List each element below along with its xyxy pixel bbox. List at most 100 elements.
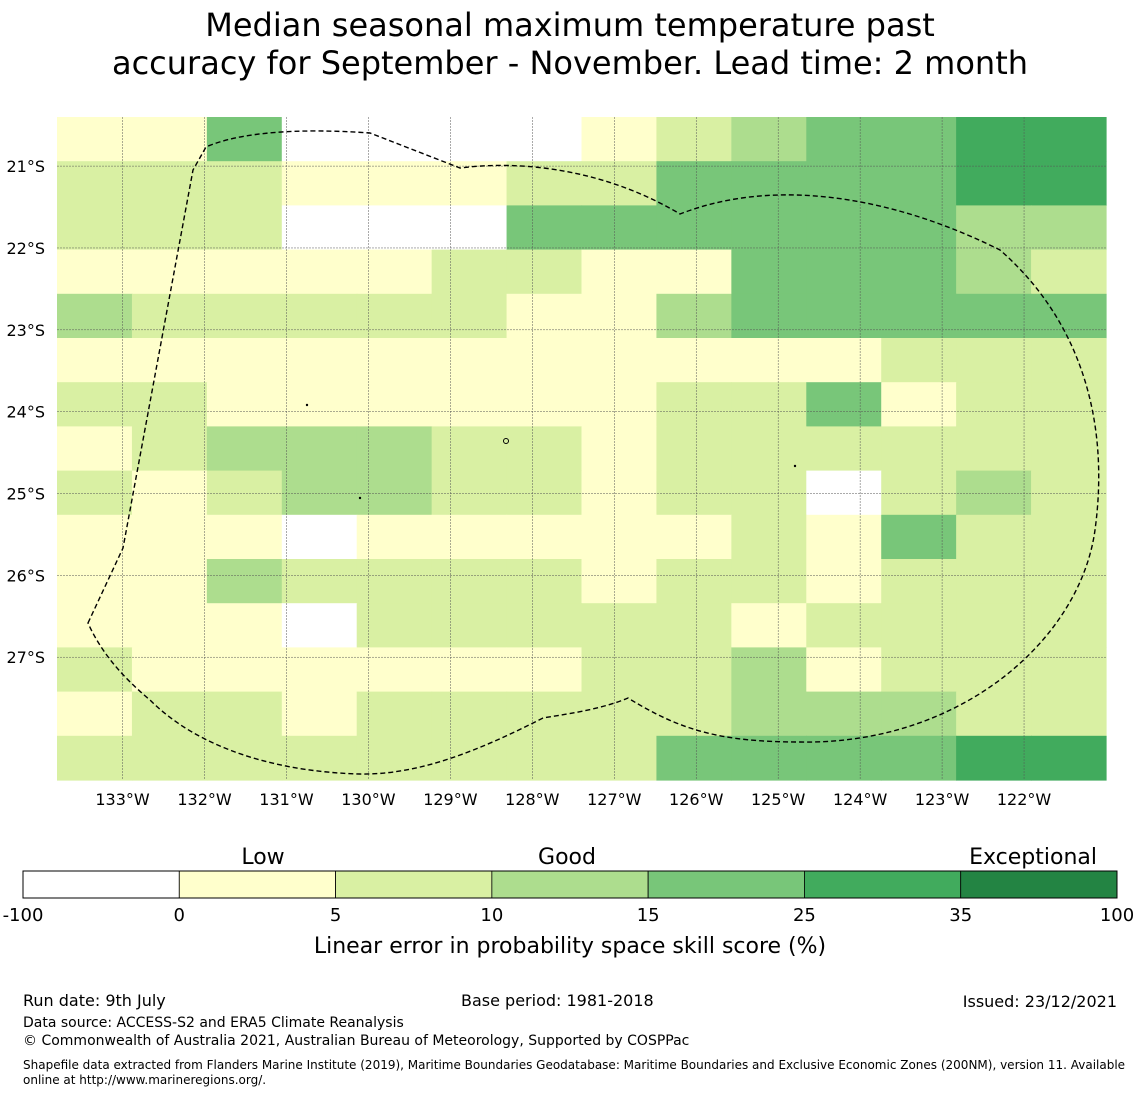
chart-title: Median seasonal maximum temperature past… [0,6,1140,82]
grid-cell [731,470,807,516]
grid-cell [281,647,358,693]
grid-cell [656,735,732,781]
grid-cell [131,691,208,737]
grid-cell [956,382,1032,427]
grid-cell [131,514,208,560]
colorbar-segment [804,870,962,899]
colorbar-category-labels: Low Good Exceptional [241,845,1097,870]
lon-label: 127°W [587,790,642,809]
islands [305,403,797,500]
grid-cell [956,426,1032,472]
grid-cell [431,249,508,295]
lon-label: 129°W [423,790,478,809]
colorbar-tick-label: 25 [793,905,816,926]
grid-cell [281,559,358,604]
grid-cell [956,559,1032,604]
colorbar-segment [178,870,336,899]
island-marker [358,496,362,500]
grid-cell [206,205,283,251]
grid-cell [956,514,1032,560]
colorbar-tick-label: 100 [1100,905,1134,926]
grid-cell [356,338,433,383]
grid-cell [431,382,508,427]
grid-cell [581,735,658,781]
grid-cell [281,117,358,162]
grid-cell [431,559,508,604]
grid-cell [656,338,732,383]
grid-cell [206,161,283,206]
colorbar-segment [335,870,493,899]
grid-cell [806,426,882,472]
grid-cell [281,382,358,427]
grid-cell [806,470,882,516]
grid-cell [956,249,1032,295]
grid-cell [506,603,583,648]
colorbar-segments [22,870,1118,899]
grid-cell [731,735,807,781]
grid-cell [131,382,208,427]
grid-cell [956,338,1032,383]
lon-label: 126°W [669,790,724,809]
grid-cell [356,293,433,339]
grid-cell [731,603,807,648]
grid-cell [356,382,433,427]
colorbar-category-label: Low [241,845,284,870]
grid-cell [1031,338,1107,383]
colorbar-title: Linear error in probability space skill … [314,934,826,959]
grid-cell [431,735,508,781]
colorbar-category-label: Good [538,845,596,870]
skill-grid [57,117,1107,781]
colorbar-tick-labels: -100 0 5 10 15 25 35 100 [3,905,1135,926]
grid-cell [656,603,732,648]
island-marker [793,464,797,468]
grid-cell [57,382,133,427]
grid-cell [356,691,433,737]
grid-cell [581,117,658,162]
colorbar-tick-label: 0 [174,905,185,926]
grid-cell [57,338,133,383]
grid-cell [731,691,807,737]
grid-cell [506,691,583,737]
lat-label: 26°S [6,566,45,585]
grid-cell [206,249,283,295]
grid-cell [356,161,433,206]
grid-cell [656,249,732,295]
lon-label: 128°W [505,790,560,809]
island-marker [503,438,509,444]
grid-cell [431,603,508,648]
grid-cell [506,249,583,295]
grid-cell [356,117,433,162]
grid-cell [281,205,358,251]
grid-cell [281,735,358,781]
colorbar: Low Good Exceptional -100 0 5 10 15 25 35 100 Lin… [3,845,1135,959]
grid-cell [1031,161,1107,206]
grid-cell [656,470,732,516]
grid-cell [956,470,1032,516]
grid-cell [206,470,283,516]
grid-cell [956,161,1032,206]
colorbar-category-label: Exceptional [969,845,1097,870]
grid-cell [506,514,583,560]
grid-cell [281,691,358,737]
grid-cell [57,117,133,162]
lon-label: 124°W [833,790,888,809]
grid-cell [581,603,658,648]
grid-cell [806,293,882,339]
lon-label: 132°W [177,790,232,809]
grid-cell [356,470,433,516]
grid-cell [806,603,882,648]
grid-cell [281,249,358,295]
grid-cell [57,735,133,781]
colorbar-tick-label: 35 [949,905,972,926]
grid-cell [206,691,283,737]
data-source: Data source: ACCESS-S2 and ERA5 Climate … [23,1015,404,1031]
grid-cell [1031,559,1107,604]
grid-cell [206,514,283,560]
grid-cell [1031,293,1107,339]
grid-cell [881,647,957,693]
grid-cell [881,735,957,781]
grid-cell [731,559,807,604]
grid-cell [881,603,957,648]
colorbar-tick-label: 10 [480,905,503,926]
grid-cell [206,735,283,781]
